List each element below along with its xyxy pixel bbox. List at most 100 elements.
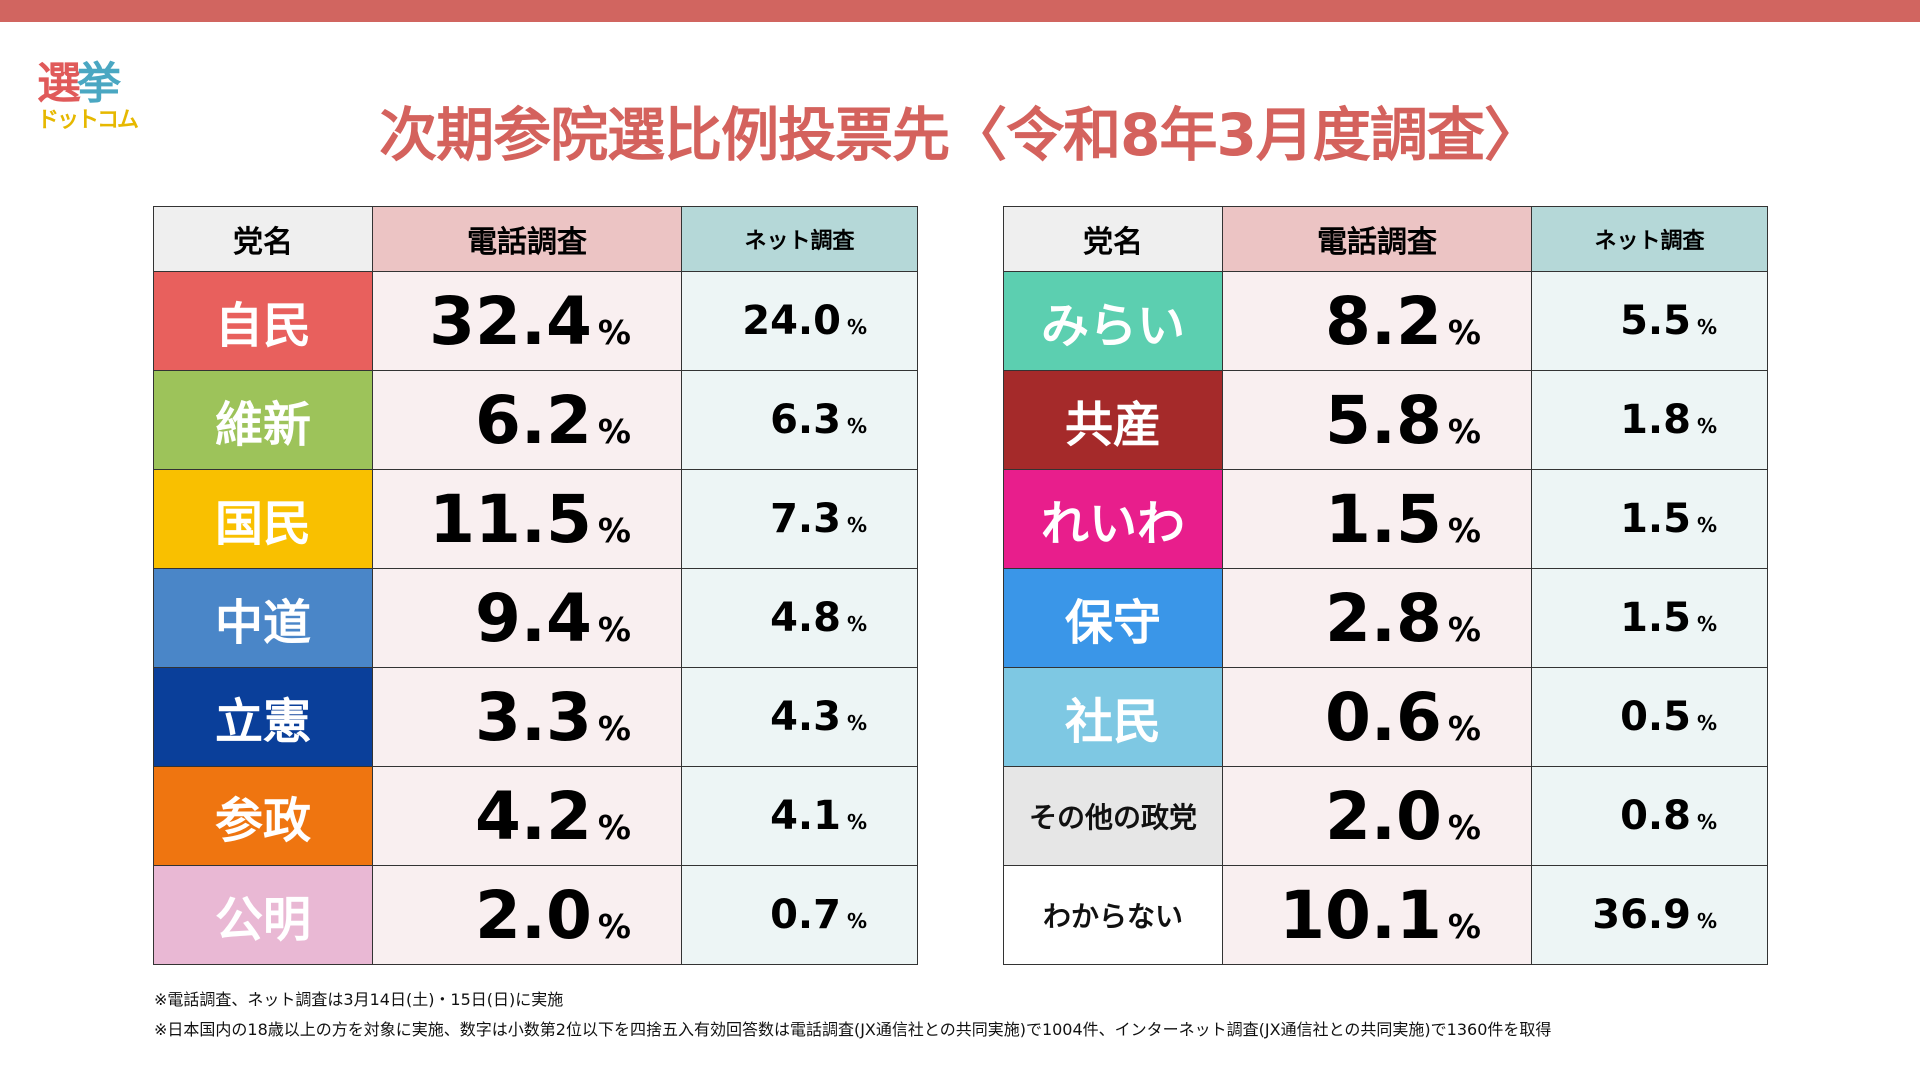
net-value: 4.1%: [681, 766, 918, 866]
net-value: 0.5%: [1531, 667, 1768, 767]
value: 6.2: [475, 381, 592, 459]
party-name: 維新: [153, 370, 373, 470]
value: 11.5: [429, 480, 592, 558]
table-row: 公明 2.0% 0.7%: [153, 865, 918, 965]
value: 6.3: [770, 397, 841, 443]
value: 0.8: [1620, 793, 1691, 839]
header-party: 党名: [1003, 206, 1223, 272]
phone-value: 2.8%: [1222, 568, 1532, 668]
phone-value: 4.2%: [372, 766, 682, 866]
net-value: 4.3%: [681, 667, 918, 767]
unit: %: [1696, 711, 1717, 735]
value: 36.9: [1592, 892, 1691, 938]
header-net: ネット調査: [681, 206, 918, 272]
header-party: 党名: [153, 206, 373, 272]
phone-value: 32.4%: [372, 271, 682, 371]
table-row: わからない 10.1% 36.9%: [1003, 865, 1768, 965]
value: 4.8: [770, 595, 841, 641]
unit: %: [846, 711, 867, 735]
table-row: 自民 32.4% 24.0%: [153, 271, 918, 371]
page-title: 次期参院選比例投票先〈令和8年3月度調査〉: [379, 101, 1542, 169]
value: 4.3: [770, 694, 841, 740]
net-value: 24.0%: [681, 271, 918, 371]
footnotes: ※電話調査、ネット調査は3月14日(土)・15日(日)に実施 ※日本国内の18歳…: [154, 985, 1551, 1045]
unit: %: [1447, 906, 1481, 946]
top-bar: [0, 0, 1920, 22]
party-name: 中道: [153, 568, 373, 668]
value: 2.0: [475, 876, 592, 954]
phone-value: 11.5%: [372, 469, 682, 569]
phone-value: 5.8%: [1222, 370, 1532, 470]
table-row: みらい 8.2% 5.5%: [1003, 271, 1768, 371]
logo-subtext: ドットコム: [37, 108, 139, 133]
party-name: 社民: [1003, 667, 1223, 767]
value: 1.5: [1325, 480, 1442, 558]
phone-value: 1.5%: [1222, 469, 1532, 569]
net-value: 0.8%: [1531, 766, 1768, 866]
net-value: 6.3%: [681, 370, 918, 470]
unit: %: [1696, 810, 1717, 834]
phone-value: 10.1%: [1222, 865, 1532, 965]
value: 32.4: [429, 282, 592, 360]
party-name: 公明: [153, 865, 373, 965]
logo-text: 選: [37, 58, 81, 109]
phone-value: 8.2%: [1222, 271, 1532, 371]
header-net: ネット調査: [1531, 206, 1768, 272]
value: 10.1: [1279, 876, 1442, 954]
unit: %: [1447, 510, 1481, 550]
phone-value: 2.0%: [372, 865, 682, 965]
unit: %: [597, 312, 631, 352]
net-value: 36.9%: [1531, 865, 1768, 965]
value: 4.1: [770, 793, 841, 839]
value: 0.5: [1620, 694, 1691, 740]
value: 2.0: [1325, 777, 1442, 855]
value: 4.2: [475, 777, 592, 855]
unit: %: [1447, 609, 1481, 649]
footnote: ※電話調査、ネット調査は3月14日(土)・15日(日)に実施: [154, 990, 564, 1009]
table-row: 国民 11.5% 7.3%: [153, 469, 918, 569]
party-name: その他の政党: [1003, 766, 1223, 866]
value: 1.5: [1620, 496, 1691, 542]
unit: %: [846, 315, 867, 339]
table-row: 立憲 3.3% 4.3%: [153, 667, 918, 767]
value: 1.5: [1620, 595, 1691, 641]
party-name: 共産: [1003, 370, 1223, 470]
net-value: 1.8%: [1531, 370, 1768, 470]
unit: %: [846, 810, 867, 834]
phone-value: 3.3%: [372, 667, 682, 767]
net-value: 0.7%: [681, 865, 918, 965]
unit: %: [846, 612, 867, 636]
phone-value: 0.6%: [1222, 667, 1532, 767]
unit: %: [597, 609, 631, 649]
net-value: 4.8%: [681, 568, 918, 668]
phone-value: 6.2%: [372, 370, 682, 470]
unit: %: [1696, 612, 1717, 636]
unit: %: [1447, 708, 1481, 748]
header-phone: 電話調査: [372, 206, 682, 272]
logo: 選挙 ドットコム: [37, 60, 147, 134]
value: 2.8: [1325, 579, 1442, 657]
logo-text: 挙: [77, 58, 121, 109]
party-name: みらい: [1003, 271, 1223, 371]
unit: %: [597, 906, 631, 946]
party-name: 自民: [153, 271, 373, 371]
unit: %: [1447, 411, 1481, 451]
unit: %: [597, 708, 631, 748]
unit: %: [846, 414, 867, 438]
phone-value: 9.4%: [372, 568, 682, 668]
table-row: 社民 0.6% 0.5%: [1003, 667, 1768, 767]
unit: %: [1696, 513, 1717, 537]
unit: %: [1447, 807, 1481, 847]
results-table-left: 党名 電話調査 ネット調査 自民 32.4% 24.0% 維新 6.2% 6.3% 国民 11…: [153, 206, 918, 965]
value: 3.3: [475, 678, 592, 756]
table-row: 中道 9.4% 4.8%: [153, 568, 918, 668]
net-value: 7.3%: [681, 469, 918, 569]
party-name: わからない: [1003, 865, 1223, 965]
unit: %: [846, 513, 867, 537]
party-name: 国民: [153, 469, 373, 569]
phone-value: 2.0%: [1222, 766, 1532, 866]
value: 5.8: [1325, 381, 1442, 459]
party-name: 立憲: [153, 667, 373, 767]
unit: %: [1447, 312, 1481, 352]
table-row: 参政 4.2% 4.1%: [153, 766, 918, 866]
